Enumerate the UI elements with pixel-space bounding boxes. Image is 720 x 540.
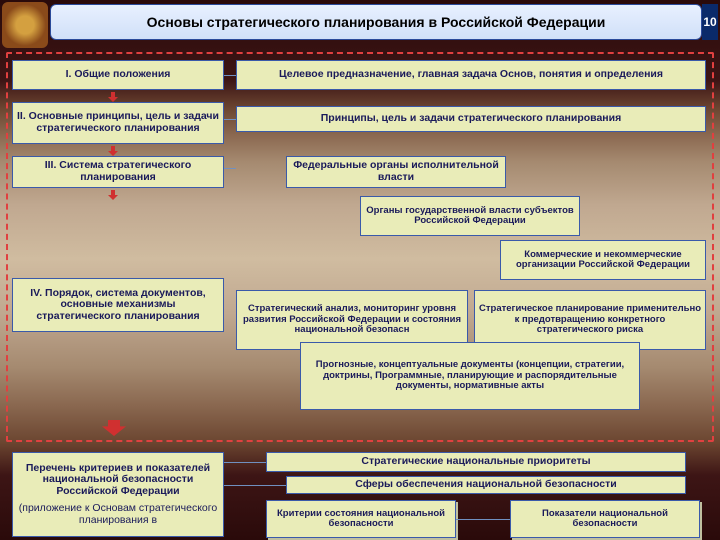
right-box-2: Принципы, цель и задачи стратегического …: [236, 106, 706, 132]
right-box-3-text: Федеральные органы исполнительной власти: [291, 160, 501, 183]
right-box-9-text: Сферы обеспечения национальной безопасно…: [355, 479, 616, 491]
right-box-5-text: Коммерческие и некоммерческие организаци…: [505, 250, 701, 271]
right-box-10b: Показатели национальной безопасности: [510, 500, 700, 538]
left-box-1-text: I. Общие положения: [66, 69, 171, 81]
right-box-10a: Критерии состояния национальной безопасн…: [266, 500, 456, 538]
right-box-4: Органы государственной власти субъектов …: [360, 196, 580, 236]
right-box-6a: Стратегический анализ, мониторинг уровня…: [236, 290, 468, 350]
emblem-icon: [2, 2, 48, 48]
connector-line: [224, 462, 266, 463]
left-box-5a-text: Перечень критериев и показателей национа…: [17, 463, 219, 498]
left-box-4-text: IV. Порядок, система документов, основны…: [17, 288, 219, 323]
right-box-8: Стратегические национальные приоритеты: [266, 452, 686, 472]
left-box-3-text: III. Система стратегического планировани…: [17, 160, 219, 183]
right-box-7: Прогнозные, концептуальные документы (ко…: [300, 342, 640, 410]
connector-line: [224, 119, 236, 120]
right-box-6a-text: Стратегический анализ, мониторинг уровня…: [241, 304, 463, 335]
right-box-4-text: Органы государственной власти субъектов …: [365, 206, 575, 227]
right-box-2-text: Принципы, цель и задачи стратегического …: [321, 113, 622, 125]
page-number-badge: 10: [702, 4, 718, 40]
left-box-2: II. Основные принципы, цель и задачи стр…: [12, 102, 224, 144]
right-box-5: Коммерческие и некоммерческие организаци…: [500, 240, 706, 280]
left-box-3: III. Система стратегического планировани…: [12, 156, 224, 188]
right-box-1-text: Целевое предназначение, главная задача О…: [279, 69, 663, 81]
right-box-7-text: Прогнозные, концептуальные документы (ко…: [305, 360, 635, 391]
left-box-5b-text: (приложение к Основам стратегического пл…: [17, 503, 219, 526]
right-box-10b-text: Показатели национальной безопасности: [515, 509, 695, 530]
page-title-text: Основы стратегического планирования в Ро…: [147, 14, 606, 30]
connector-line: [224, 75, 236, 76]
left-box-2-text: II. Основные принципы, цель и задачи стр…: [17, 111, 219, 134]
connector-line: [456, 519, 510, 520]
left-box-1: I. Общие положения: [12, 60, 224, 90]
right-box-1: Целевое предназначение, главная задача О…: [236, 60, 706, 90]
connector-line: [224, 168, 236, 169]
right-box-10a-text: Критерии состояния национальной безопасн…: [271, 509, 451, 530]
right-box-6b-text: Стратегическое планирование применительн…: [479, 304, 701, 335]
right-box-3: Федеральные органы исполнительной власти: [286, 156, 506, 188]
page-number-text: 10: [703, 15, 716, 29]
left-box-5: Перечень критериев и показателей национа…: [12, 452, 224, 537]
page-title: Основы стратегического планирования в Ро…: [50, 4, 702, 40]
left-box-4: IV. Порядок, система документов, основны…: [12, 278, 224, 332]
connector-line: [224, 485, 286, 486]
right-box-9: Сферы обеспечения национальной безопасно…: [286, 476, 686, 494]
right-box-8-text: Стратегические национальные приоритеты: [361, 456, 590, 468]
right-box-6b: Стратегическое планирование применительн…: [474, 290, 706, 350]
